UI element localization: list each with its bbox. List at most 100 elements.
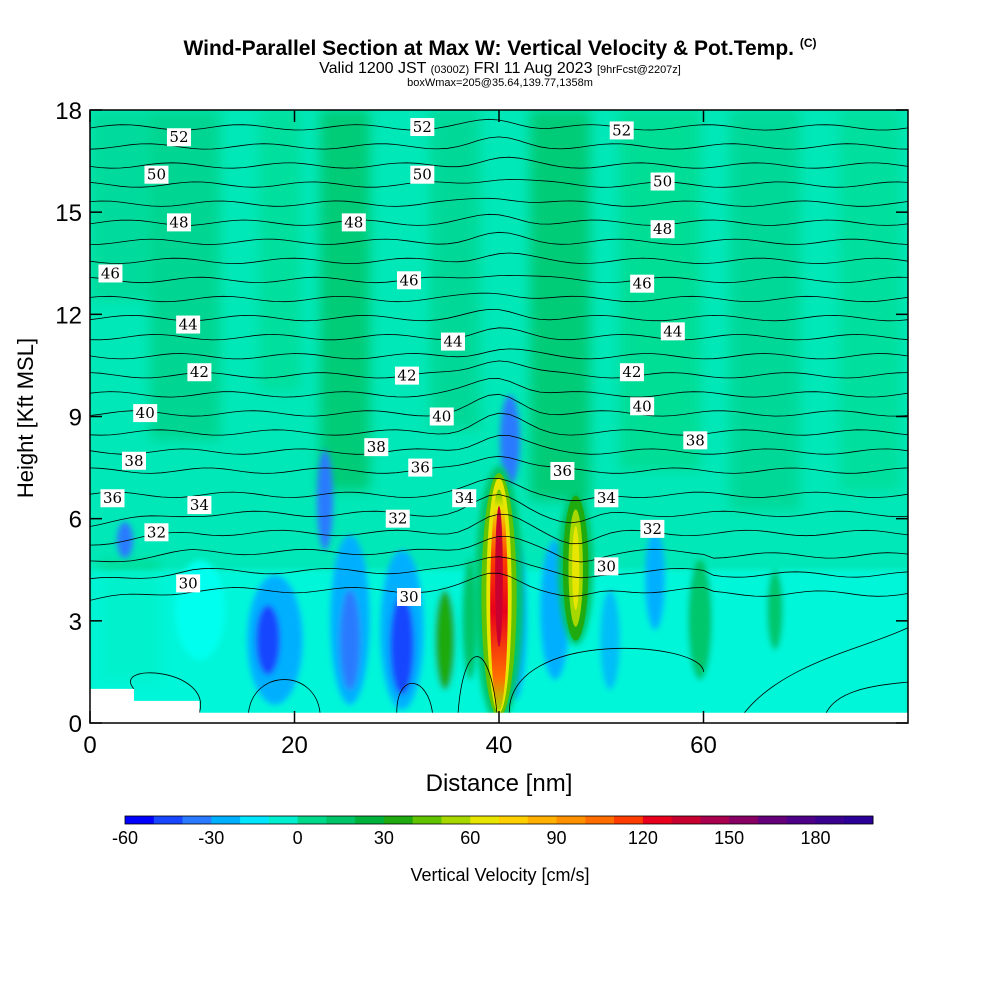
theta-label-text: 34 <box>455 489 474 507</box>
theta-label: 48 <box>166 213 191 232</box>
colorbar-tick-label: 180 <box>800 828 830 848</box>
theta-label-text: 40 <box>432 408 451 426</box>
band <box>730 110 800 510</box>
theta-contour <box>90 455 908 474</box>
theta-label-text: 38 <box>367 438 386 456</box>
colorbar-swatch <box>556 816 586 824</box>
theta-contour <box>90 252 908 265</box>
theta-label: 48 <box>650 220 675 239</box>
theta-label-bg <box>187 363 212 382</box>
theta-label-bg <box>98 264 123 283</box>
theta-label-bg <box>176 574 201 593</box>
band <box>320 110 370 490</box>
theta-label-bg <box>166 128 191 147</box>
theta-label-bg <box>144 165 169 184</box>
theta-label-bg <box>440 332 465 351</box>
theta-label: 46 <box>98 264 123 283</box>
theta-label-text: 34 <box>190 496 209 514</box>
colorbar: -60 -30 0 30 60 90 120 150 180 <box>112 815 874 848</box>
theta-label-bg <box>121 451 146 470</box>
theta-label-text: 46 <box>399 271 418 289</box>
theta-label-bg <box>187 496 212 515</box>
colorbar-swatch <box>844 816 874 824</box>
cell <box>117 522 133 558</box>
theta-label-bg <box>385 509 410 528</box>
theta-label-text: 30 <box>179 574 198 592</box>
colorbar-swatch <box>671 816 701 824</box>
box-info-label: boxWmax=205@35.64,139.77,1358m <box>407 77 593 89</box>
theta-label-text: 52 <box>169 128 188 146</box>
theta-contour <box>90 412 908 436</box>
theta-label: 52 <box>609 121 634 140</box>
theta-label: 46 <box>397 271 422 290</box>
theta-label-text: 46 <box>633 275 652 293</box>
theta-label-bg <box>341 213 366 232</box>
theta-contour <box>90 360 908 379</box>
cell <box>390 595 414 695</box>
colorbar-swatch <box>441 816 471 824</box>
theta-contour <box>90 292 908 303</box>
theta-label-bg <box>640 519 665 538</box>
colorbar-swatch <box>499 816 529 824</box>
y-tick-label: 9 <box>69 405 82 432</box>
updraft-peak <box>495 505 503 647</box>
theta-label-text: 42 <box>190 363 209 381</box>
theta-label: 34 <box>452 489 477 508</box>
theta-label-bg <box>397 587 422 606</box>
theta-contour <box>90 513 908 546</box>
theta-label-text: 50 <box>147 166 166 184</box>
theta-label-text: 50 <box>653 173 672 191</box>
theta-label: 50 <box>650 172 675 191</box>
theta-label: 44 <box>660 322 685 341</box>
theta-label-bg <box>630 397 655 416</box>
theta-label-text: 32 <box>147 523 166 541</box>
theta-label: 52 <box>410 118 435 137</box>
theta-label-text: 44 <box>443 333 462 351</box>
theta-label: 34 <box>594 489 619 508</box>
cell <box>688 560 712 680</box>
theta-label-text: 44 <box>663 322 682 340</box>
colorbar-swatch <box>815 816 845 824</box>
colorbar-swatch <box>729 816 759 824</box>
theta-label-text: 36 <box>103 489 122 507</box>
theta-label-bg <box>133 404 158 423</box>
colorbar-swatch <box>412 816 442 824</box>
theta-label-bg <box>410 118 435 137</box>
cell <box>317 450 333 550</box>
valid-date-label: FRI 11 Aug 2023 <box>473 60 593 77</box>
theta-contour <box>90 434 908 455</box>
colorbar-tick-label: -60 <box>112 828 138 848</box>
cell <box>340 590 360 690</box>
cell <box>645 530 665 630</box>
theta-contour <box>90 231 908 245</box>
theta-contour <box>90 308 908 322</box>
theta-label-text: 36 <box>553 462 572 480</box>
theta-label-text: 44 <box>179 316 198 334</box>
theta-contour <box>90 393 908 417</box>
theta-label-text: 50 <box>413 166 432 184</box>
theta-label: 44 <box>440 332 465 351</box>
theta-label-text: 36 <box>411 459 430 477</box>
theta-label: 50 <box>410 165 435 184</box>
theta-label: 38 <box>683 431 708 450</box>
theta-label: 38 <box>364 438 389 457</box>
theta-label-bg <box>100 489 125 508</box>
band <box>260 110 300 390</box>
colorbar-tick-label: 150 <box>714 828 744 848</box>
theta-label-bg <box>650 172 675 191</box>
colorbar-tick-label: 30 <box>374 828 394 848</box>
theta-label-text: 48 <box>653 220 672 238</box>
theta-contour <box>90 572 908 601</box>
colorbar-swatch <box>297 816 327 824</box>
theta-contour <box>90 556 908 580</box>
theta-contour <box>396 683 433 713</box>
theta-contour <box>825 681 908 713</box>
theta-contour <box>90 378 908 398</box>
theta-contour <box>457 656 498 713</box>
theta-label: 40 <box>429 407 454 426</box>
colorbar-tick-label: 120 <box>628 828 658 848</box>
theta-label-bg <box>176 315 201 334</box>
y-tick-label: 3 <box>69 609 82 636</box>
colorbar-swatch <box>326 816 356 824</box>
